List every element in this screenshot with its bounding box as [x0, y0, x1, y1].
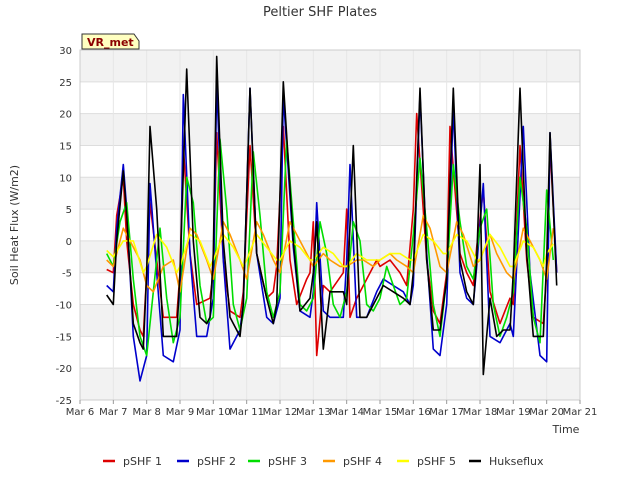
- x-axis-label: Time: [552, 423, 580, 436]
- y-tick-label: -20: [56, 364, 72, 375]
- x-tick-label: Mar 7: [99, 407, 127, 418]
- x-tick-label: Mar 6: [66, 407, 94, 418]
- legend-label: pSHF 3: [268, 455, 307, 468]
- site-label: VR_met: [87, 36, 134, 49]
- x-tick-label: Mar 20: [529, 407, 564, 418]
- y-axis-ticks: -25 -20 -15 -10 -5 0 5 10 15 20 25 30: [56, 46, 72, 407]
- x-tick-label: Mar 15: [363, 407, 398, 418]
- site-label-box: VR_met: [81, 33, 140, 50]
- legend-label: pSHF 5: [417, 455, 456, 468]
- y-tick-label: -5: [62, 269, 72, 280]
- site-label-shape: [81, 33, 140, 50]
- x-tick-label: Mar 13: [296, 407, 331, 418]
- x-tick-label: Mar 17: [429, 407, 464, 418]
- legend-label: pSHF 4: [343, 455, 382, 468]
- legend-label: pSHF 1: [123, 455, 162, 468]
- x-tick-label: Mar 19: [496, 407, 531, 418]
- x-tick-label: Mar 11: [229, 407, 264, 418]
- series-line-pshf-3: [105, 138, 555, 357]
- series-line-hukseflux: [106, 55, 558, 376]
- y-tick-label: 15: [59, 141, 72, 152]
- y-tick-label: 20: [59, 110, 72, 121]
- y-tick-label: -15: [56, 332, 72, 343]
- legend: pSHF 1 pSHF 2 pSHF 3 pSHF 4 pSHF 5 Hukseflux: [103, 455, 544, 468]
- x-tick-label: Mar 9: [166, 407, 194, 418]
- y-axis-label: Soil Heat Flux (W/m2): [8, 165, 21, 285]
- plot-band: [80, 113, 580, 146]
- series-layer: [105, 55, 558, 382]
- y-tick-label: 25: [59, 78, 72, 89]
- plot-bands: [80, 50, 580, 400]
- chart-title: Peltier SHF Plates: [263, 5, 377, 20]
- legend-label: pSHF 2: [197, 455, 236, 468]
- y-tick-label: -10: [56, 301, 72, 312]
- y-tick-label: 30: [59, 46, 72, 57]
- y-tick-label: 5: [66, 205, 72, 216]
- x-tick-label: Mar 14: [329, 407, 364, 418]
- y-tick-label: 0: [66, 237, 72, 248]
- x-tick-label: Mar 18: [463, 407, 498, 418]
- x-tick-label: Mar 8: [132, 407, 160, 418]
- y-tick-label: -25: [56, 396, 72, 407]
- plot-area: [79, 49, 581, 401]
- plot-band: [80, 177, 580, 210]
- plot-band: [80, 50, 580, 82]
- x-tick-label: Mar 10: [196, 407, 231, 418]
- y-tick-label: 10: [59, 173, 72, 184]
- series-line-pshf-1: [106, 112, 558, 357]
- plot-band: [80, 368, 580, 400]
- x-tick-label: Mar 21: [563, 407, 598, 418]
- x-tick-label: Mar 16: [396, 407, 431, 418]
- legend-label: Hukseflux: [489, 455, 544, 468]
- x-tick-label: Mar 12: [263, 407, 298, 418]
